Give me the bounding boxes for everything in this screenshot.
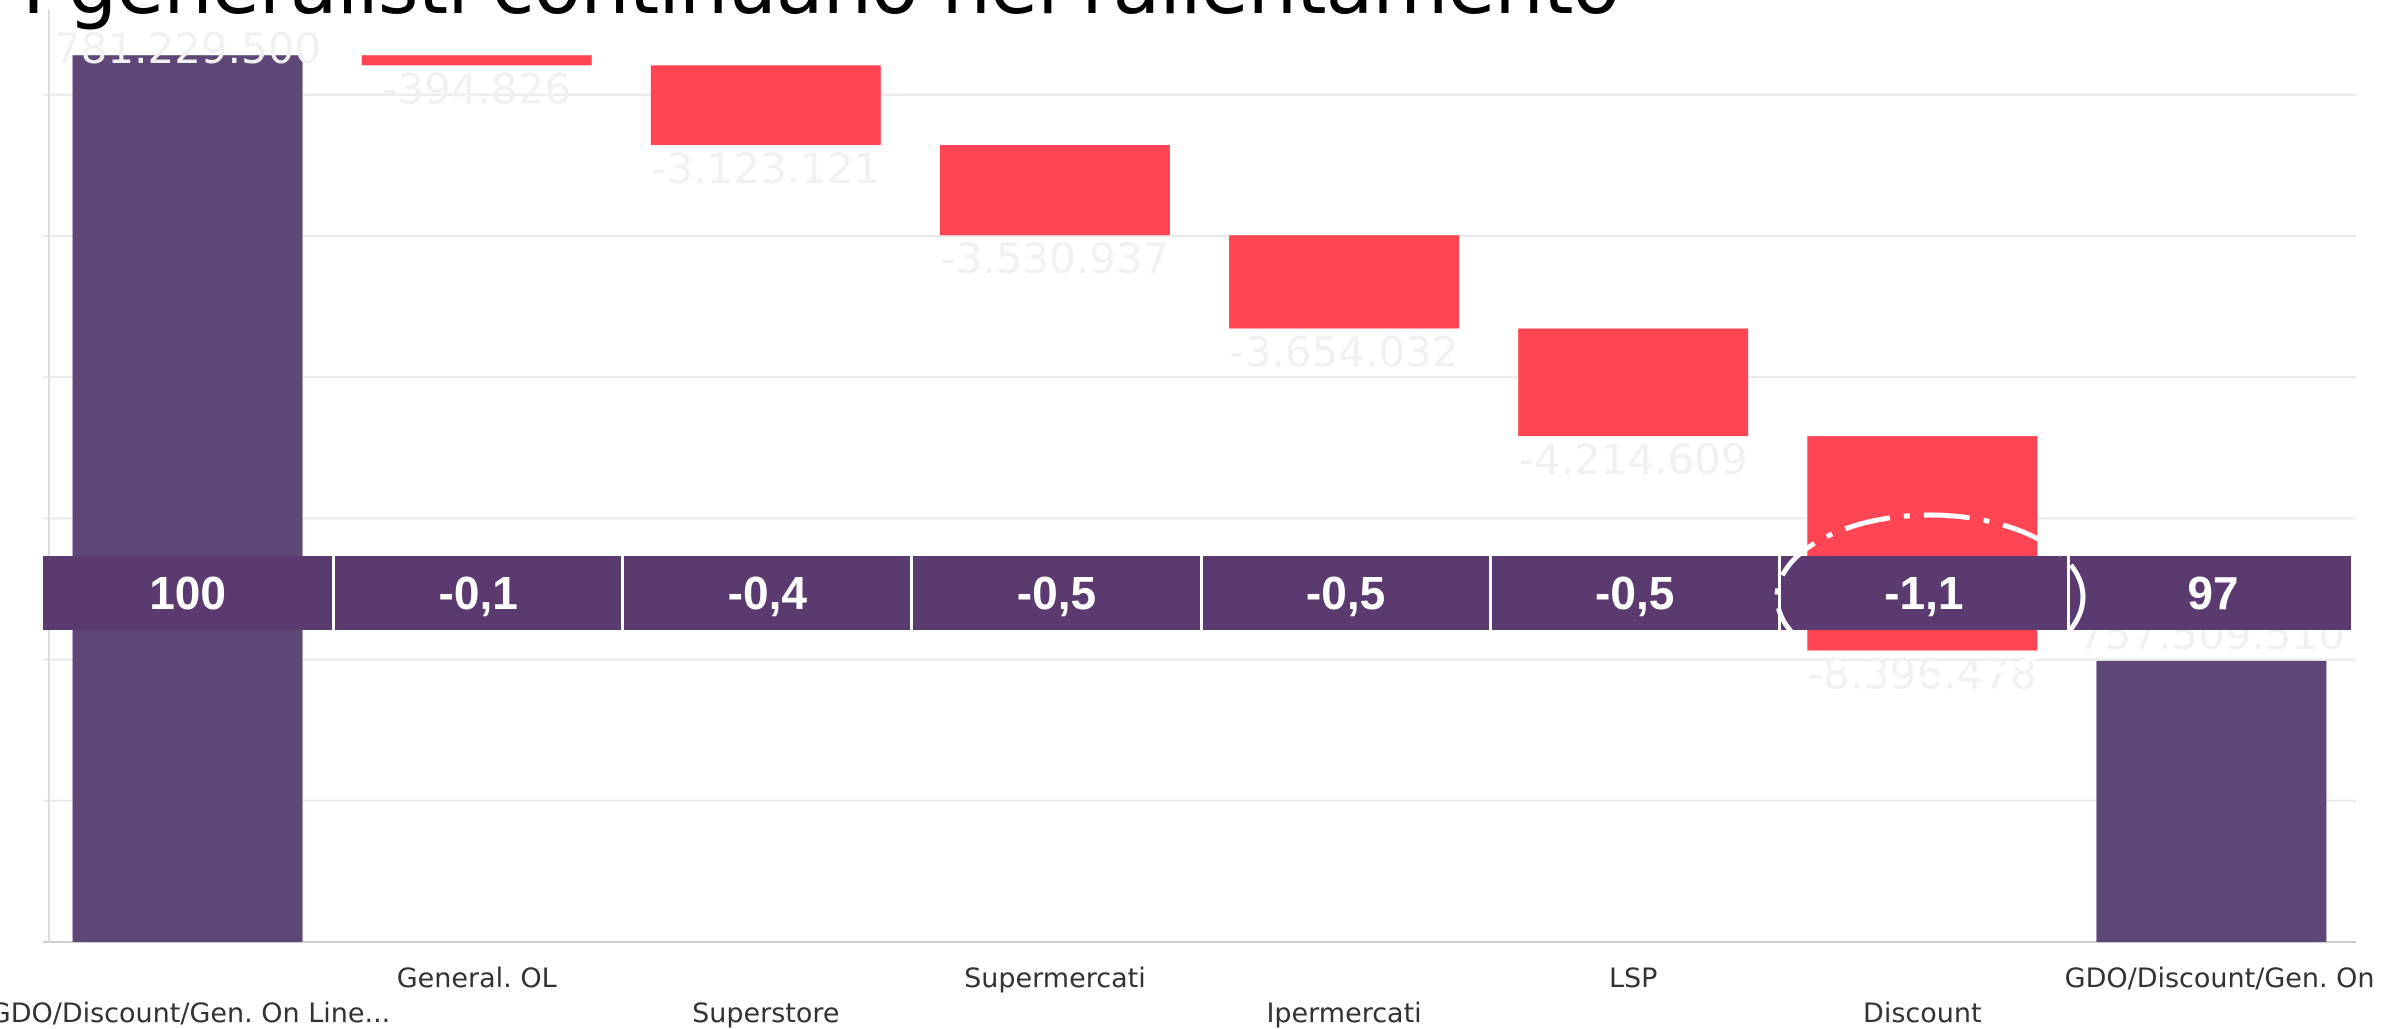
x-tick-label: GDO/Discount/Gen. On Line <box>2064 963 2381 994</box>
x-tick-label: LSP <box>1608 963 1658 994</box>
x-tick-label: Ipermercati <box>1266 998 1422 1029</box>
x-tick-label: GDO/Discount/Gen. On Line... <box>0 998 391 1029</box>
waterfall-bar <box>361 55 592 66</box>
waterfall-bar <box>2096 660 2327 942</box>
index-cell: -0,1 <box>332 556 621 630</box>
waterfall-bar <box>650 65 881 146</box>
data-label: -394.826 <box>382 64 571 113</box>
data-label: -8.396.478 <box>1808 650 2037 699</box>
waterfall-bar <box>1518 328 1749 437</box>
index-cell: -0,5 <box>1199 556 1489 630</box>
index-cell: 100 <box>149 567 226 619</box>
waterfall-bar <box>1229 235 1460 329</box>
index-cell: 97 <box>2066 556 2356 630</box>
data-label: -3.654.032 <box>1230 327 1459 376</box>
x-tick-label: Superstore <box>692 998 840 1029</box>
data-label: 781.229.500 <box>54 24 321 73</box>
data-label: -4.214.609 <box>1519 435 1748 484</box>
index-cell: -0,4 <box>621 556 910 630</box>
waterfall-bar <box>939 145 1170 236</box>
chart-title: I generalisti continuano nel rallentamen… <box>22 0 1620 32</box>
data-label: -3.123.121 <box>651 144 880 193</box>
data-label: -3.530.937 <box>940 234 1169 283</box>
x-tick-label: Supermercati <box>964 963 1146 994</box>
index-cell: -0,5 <box>1488 556 1778 630</box>
index-cell: -0,5 <box>910 556 1199 630</box>
index-cell: -1,1 <box>1777 556 2067 630</box>
waterfall-bar <box>72 55 303 943</box>
x-tick-label: Discount <box>1863 998 1982 1029</box>
x-tick-label: General. OL <box>396 963 557 994</box>
